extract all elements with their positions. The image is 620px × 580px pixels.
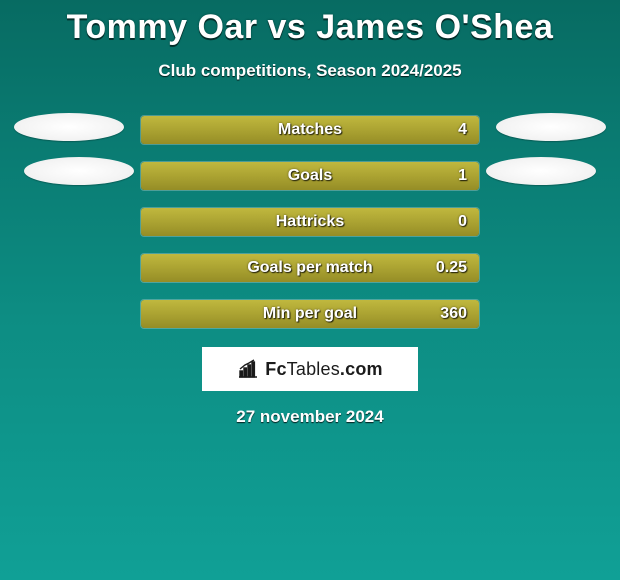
stat-bar-fill (141, 254, 479, 282)
stat-row: Hattricks0 (10, 207, 610, 237)
stat-row: Goals per match0.25 (10, 253, 610, 283)
player-left-placeholder (24, 157, 134, 185)
stat-value: 360 (440, 300, 467, 328)
stat-bar-fill (141, 300, 479, 328)
stat-bar: Goals1 (140, 161, 480, 191)
stat-value: 0 (458, 208, 467, 236)
date-stamp: 27 november 2024 (0, 407, 620, 427)
stats-list: Matches4 Goals1 Hattricks0 Goals per match0… (0, 115, 620, 329)
player-right-placeholder (486, 157, 596, 185)
stat-value: 4 (458, 116, 467, 144)
logo-text-b: Tables (287, 359, 340, 379)
stat-value: 1 (458, 162, 467, 190)
logo-text-c: .com (340, 359, 383, 379)
source-logo: FcTables.com (202, 347, 418, 391)
player-left-placeholder (14, 113, 124, 141)
subtitle: Club competitions, Season 2024/2025 (0, 61, 620, 81)
chart-icon (237, 359, 259, 379)
stat-bar: Min per goal360 (140, 299, 480, 329)
page-title: Tommy Oar vs James O'Shea (0, 8, 620, 47)
stat-row: Matches4 (10, 115, 610, 145)
stat-row: Min per goal360 (10, 299, 610, 329)
logo-text: FcTables.com (265, 359, 382, 380)
player-right-placeholder (496, 113, 606, 141)
stat-bar: Hattricks0 (140, 207, 480, 237)
stat-bar: Goals per match0.25 (140, 253, 480, 283)
stat-bar-fill (141, 116, 479, 144)
stat-bar: Matches4 (140, 115, 480, 145)
stat-value: 0.25 (436, 254, 467, 282)
stat-row: Goals1 (10, 161, 610, 191)
stat-bar-fill (141, 162, 479, 190)
logo-text-a: Fc (265, 359, 286, 379)
stat-bar-fill (141, 208, 479, 236)
comparison-card: Tommy Oar vs James O'Shea Club competiti… (0, 0, 620, 580)
